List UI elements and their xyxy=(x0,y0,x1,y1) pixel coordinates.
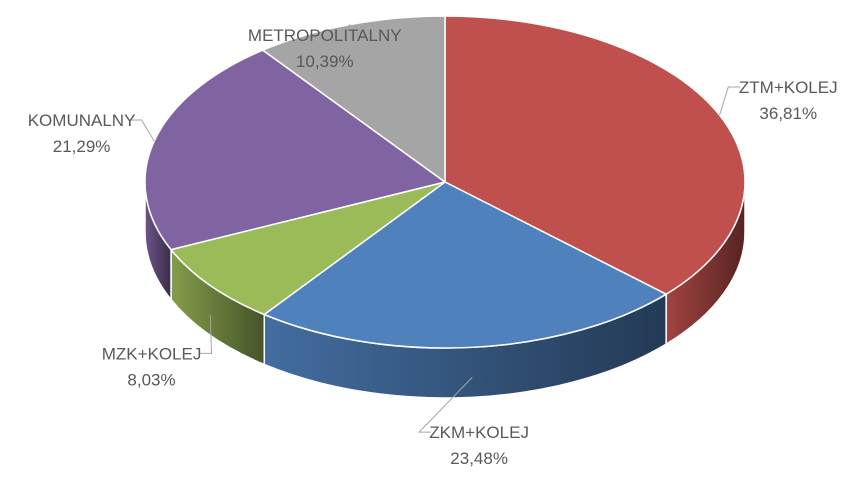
leader-line xyxy=(348,24,385,36)
data-label-name: KOMUNALNY xyxy=(28,111,136,130)
leader-line xyxy=(719,86,741,116)
pie-slice xyxy=(444,15,746,296)
data-label-value: 21,29% xyxy=(53,137,111,156)
leader-line xyxy=(199,315,213,354)
data-label-name: ZKM+KOLEJ xyxy=(429,423,529,442)
pie-slice xyxy=(144,49,447,251)
data-label-value: 23,48% xyxy=(450,449,508,468)
data-label-value: 10,39% xyxy=(296,52,354,71)
pie-slice xyxy=(262,181,668,349)
leader-line xyxy=(417,376,473,433)
pie-slice xyxy=(169,181,446,316)
data-label-name: METROPOLITALNY xyxy=(248,26,402,45)
leader-line xyxy=(129,119,155,142)
data-label-value: 8,03% xyxy=(127,370,175,389)
data-label-value: 36,81% xyxy=(759,104,817,123)
data-label-name: ZTM+KOLEJ xyxy=(739,78,838,97)
data-label-name: MZK+KOLEJ xyxy=(102,344,202,363)
